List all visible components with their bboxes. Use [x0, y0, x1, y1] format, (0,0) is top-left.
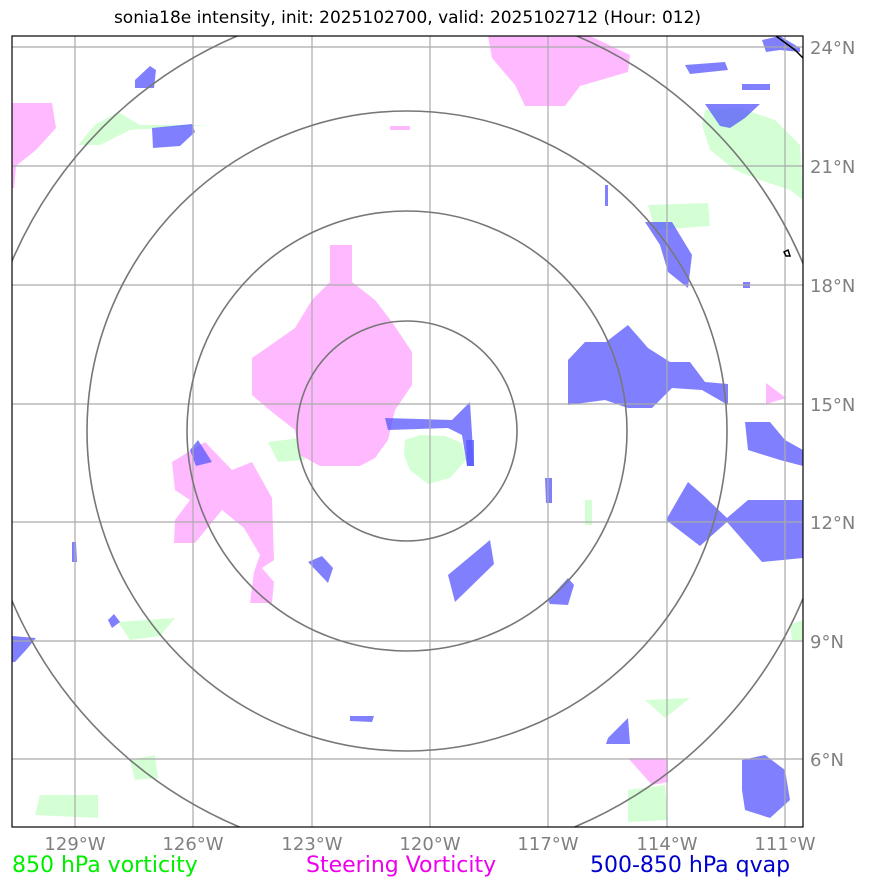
vort850-patch	[585, 500, 592, 525]
qvap-patch	[762, 36, 800, 52]
vort850-patches	[35, 108, 803, 822]
lon-label: 114°W	[636, 834, 697, 855]
lon-label: 123°W	[281, 834, 342, 855]
qvap-patch	[568, 325, 728, 408]
lat-label: 15°N	[810, 395, 855, 416]
steering-patches	[12, 36, 786, 785]
qvap-patch	[742, 755, 790, 818]
vort850-patch	[790, 620, 803, 640]
range-ring	[186, 210, 628, 652]
steering-patch	[488, 36, 630, 106]
range-ring	[296, 320, 518, 542]
vort850-patch	[268, 438, 305, 462]
qvap-patch	[350, 716, 374, 722]
qvap-patch	[548, 578, 574, 605]
vort850-patch	[35, 795, 98, 818]
lon-label: 111°W	[754, 834, 815, 855]
qvap-patch	[605, 185, 608, 206]
plot-frame	[11, 35, 804, 828]
steering-patch	[12, 103, 56, 188]
steering-patch	[628, 758, 668, 785]
qvap-patch	[308, 556, 333, 583]
legend-qvap: 500-850 hPa qvap	[590, 853, 791, 878]
steering-patch	[252, 245, 412, 466]
steering-patch	[766, 383, 786, 404]
steering-patch	[172, 442, 274, 603]
qvap-patches	[12, 36, 803, 818]
qvap-patch	[135, 66, 156, 88]
qvap-patch	[606, 718, 630, 744]
qvap-patch	[742, 84, 770, 90]
lon-labels: 129°W 126°W 123°W 120°W 117°W 114°W 111°…	[44, 834, 815, 855]
qvap-patch	[108, 614, 120, 628]
qvap-patch	[190, 440, 212, 466]
qvap-patch	[745, 422, 803, 466]
legend-vort850: 850 hPa vorticity	[12, 853, 198, 878]
lon-label: 129°W	[44, 834, 105, 855]
vort850-patch	[628, 785, 668, 822]
lat-label: 18°N	[810, 276, 855, 297]
qvap-patch	[466, 440, 474, 466]
qvap-patch	[685, 62, 728, 74]
qvap-patch	[448, 540, 494, 602]
lat-label: 9°N	[810, 632, 844, 653]
lat-label: 12°N	[810, 513, 855, 534]
qvap-patch	[385, 402, 474, 466]
lat-label: 21°N	[810, 157, 855, 178]
vort850-patch	[404, 435, 466, 484]
qvap-patch	[152, 124, 195, 148]
map-title: sonia18e intensity, init: 2025102700, va…	[113, 8, 702, 28]
vort850-patch	[702, 108, 803, 200]
qvap-patch	[12, 636, 36, 662]
qvap-patch	[645, 222, 692, 288]
vort850-patch	[78, 112, 210, 145]
range-ring	[86, 110, 728, 752]
steering-patch	[390, 126, 410, 130]
range-rings	[12, 36, 803, 827]
coastline	[775, 36, 803, 257]
graticule	[12, 36, 803, 827]
vort850-patch	[118, 618, 175, 640]
qvap-patch	[705, 104, 760, 128]
lat-label: 24°N	[810, 38, 855, 59]
vort850-patch	[130, 755, 158, 780]
lat-label: 6°N	[810, 750, 844, 771]
lon-label: 120°W	[399, 834, 460, 855]
lon-label: 117°W	[517, 834, 578, 855]
lat-labels: 24°N 21°N 18°N 15°N 12°N 9°N 6°N	[810, 38, 855, 771]
lon-label: 126°W	[162, 834, 223, 855]
legend-steering: Steering Vorticity	[306, 853, 497, 878]
